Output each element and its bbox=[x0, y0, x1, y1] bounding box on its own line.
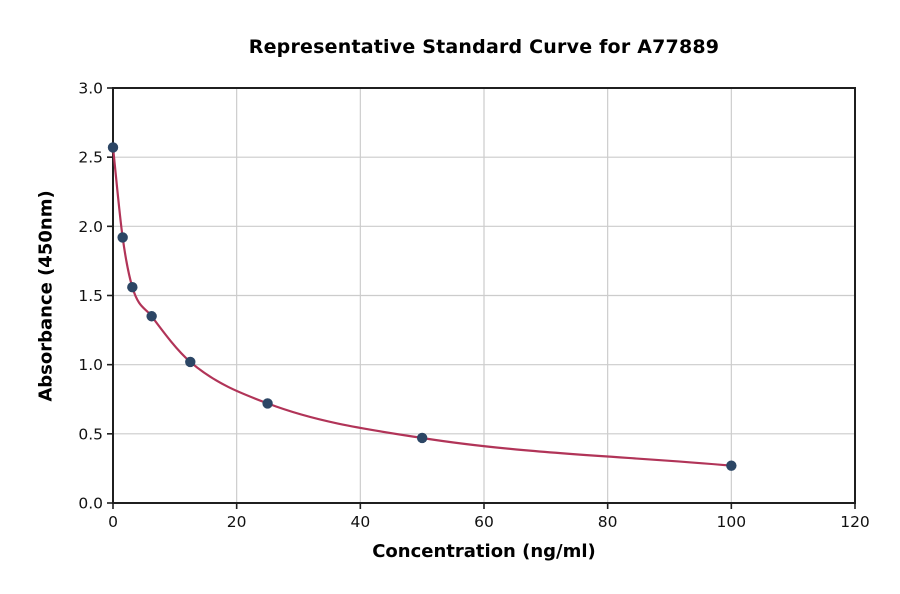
y-tick-label: 2.0 bbox=[78, 218, 103, 236]
x-tick-label: 0 bbox=[108, 513, 118, 531]
y-tick-label: 2.5 bbox=[78, 149, 103, 167]
y-tick-label: 1.0 bbox=[78, 356, 103, 374]
data-point bbox=[262, 398, 273, 409]
x-tick-label: 120 bbox=[840, 513, 870, 531]
y-tick-label: 1.5 bbox=[78, 287, 103, 305]
x-axis-label: Concentration (ng/ml) bbox=[372, 541, 596, 562]
x-tick-label: 60 bbox=[474, 513, 494, 531]
data-point bbox=[146, 311, 157, 322]
data-point bbox=[127, 282, 138, 293]
data-point bbox=[416, 432, 428, 444]
data-point bbox=[185, 356, 196, 368]
data-point bbox=[107, 142, 119, 153]
data-point bbox=[726, 460, 737, 471]
chart-title: Representative Standard Curve for A77889 bbox=[248, 36, 720, 58]
fit-curve-line bbox=[111, 146, 733, 467]
x-tick-label: 20 bbox=[227, 513, 247, 531]
x-tick-label: 40 bbox=[350, 513, 370, 531]
y-tick-label: 0.5 bbox=[78, 425, 103, 443]
x-tick-label: 80 bbox=[598, 513, 618, 531]
data-point bbox=[117, 232, 128, 243]
y-tick-label: 0.0 bbox=[78, 495, 103, 513]
y-tick-label: 3.0 bbox=[78, 80, 103, 98]
x-tick-label: 100 bbox=[717, 513, 747, 531]
